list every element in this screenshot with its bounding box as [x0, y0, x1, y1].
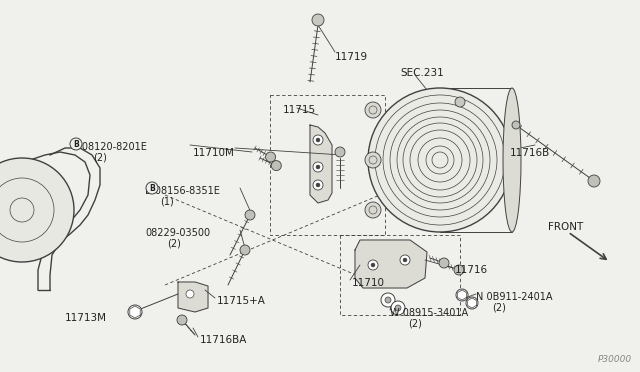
- Text: (2): (2): [167, 238, 181, 248]
- Circle shape: [371, 263, 375, 267]
- Circle shape: [128, 305, 142, 319]
- Text: 11716: 11716: [455, 265, 488, 275]
- Text: B: B: [149, 183, 155, 192]
- Circle shape: [439, 258, 449, 268]
- Ellipse shape: [503, 88, 521, 232]
- Text: 11716B: 11716B: [510, 148, 550, 158]
- Circle shape: [368, 260, 378, 270]
- Circle shape: [455, 97, 465, 107]
- Circle shape: [146, 182, 158, 194]
- Circle shape: [316, 183, 320, 187]
- Circle shape: [0, 158, 74, 262]
- Text: 11719: 11719: [335, 52, 368, 62]
- Circle shape: [395, 305, 401, 311]
- Circle shape: [385, 297, 391, 303]
- Text: 08229-03500: 08229-03500: [145, 228, 210, 238]
- Text: B 08156-8351E: B 08156-8351E: [145, 186, 220, 196]
- Circle shape: [313, 135, 323, 145]
- Text: 11715+A: 11715+A: [217, 296, 266, 306]
- Circle shape: [316, 165, 320, 169]
- Polygon shape: [310, 125, 332, 203]
- Circle shape: [70, 138, 82, 150]
- Circle shape: [313, 162, 323, 172]
- Circle shape: [316, 138, 320, 142]
- Text: 11713M: 11713M: [65, 313, 107, 323]
- Circle shape: [245, 210, 255, 220]
- Circle shape: [186, 290, 194, 298]
- Text: (2): (2): [408, 318, 422, 328]
- Text: (1): (1): [160, 196, 173, 206]
- Text: FRONT: FRONT: [548, 222, 583, 232]
- Circle shape: [266, 152, 276, 162]
- Circle shape: [512, 121, 520, 129]
- Circle shape: [313, 180, 323, 190]
- Circle shape: [400, 255, 410, 265]
- Circle shape: [365, 202, 381, 218]
- Circle shape: [391, 301, 405, 315]
- Text: B: B: [73, 140, 79, 148]
- Circle shape: [454, 265, 464, 275]
- Circle shape: [368, 88, 512, 232]
- Text: 11710: 11710: [352, 278, 385, 288]
- Circle shape: [365, 152, 381, 168]
- Circle shape: [240, 245, 250, 255]
- Text: 11715: 11715: [283, 105, 316, 115]
- Text: (2): (2): [93, 152, 107, 162]
- Text: N 0B911-2401A: N 0B911-2401A: [476, 292, 552, 302]
- Circle shape: [588, 175, 600, 187]
- Text: (2): (2): [492, 302, 506, 312]
- Circle shape: [456, 289, 468, 301]
- Circle shape: [365, 102, 381, 118]
- Text: 11710M: 11710M: [193, 148, 235, 158]
- Text: B 08120-8201E: B 08120-8201E: [72, 142, 147, 152]
- Polygon shape: [178, 282, 208, 312]
- Circle shape: [177, 315, 187, 325]
- Circle shape: [271, 161, 282, 171]
- Text: W 08915-3401A: W 08915-3401A: [390, 308, 468, 318]
- Circle shape: [312, 14, 324, 26]
- Circle shape: [403, 258, 407, 262]
- Circle shape: [466, 297, 478, 309]
- Polygon shape: [355, 240, 427, 288]
- Circle shape: [381, 293, 395, 307]
- Text: 11716BA: 11716BA: [200, 335, 248, 345]
- Text: P30000: P30000: [598, 355, 632, 364]
- Text: SEC.231: SEC.231: [400, 68, 444, 78]
- Circle shape: [335, 147, 345, 157]
